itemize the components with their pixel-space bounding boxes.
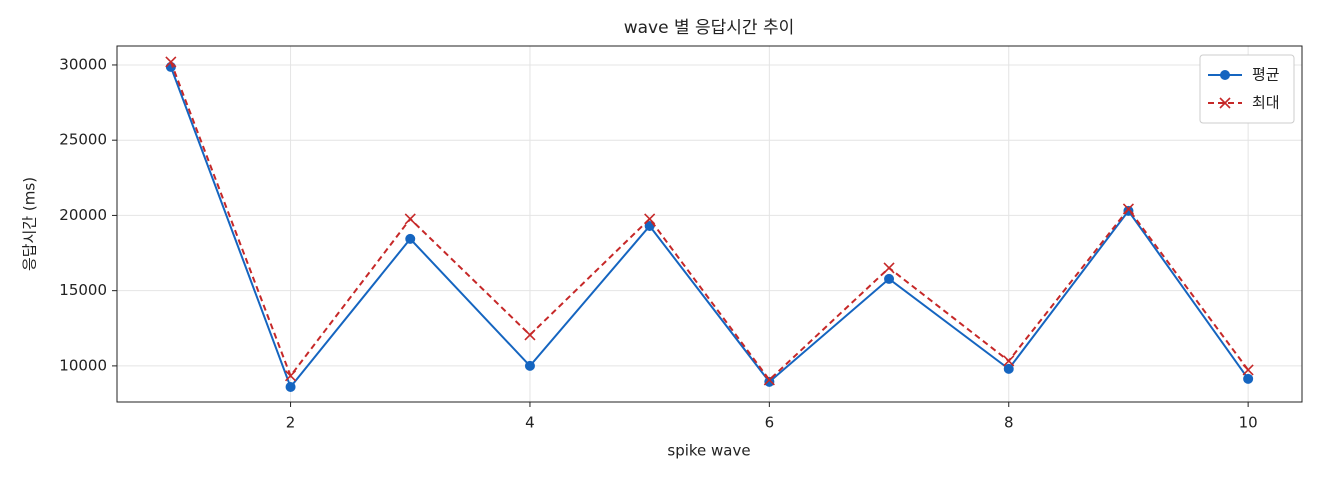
point-marker — [764, 376, 775, 387]
point-marker — [524, 329, 536, 341]
legend-label: 최대 — [1252, 94, 1280, 112]
x-tick-label: 2 — [286, 414, 296, 432]
point-marker — [763, 374, 775, 386]
marker-stroke — [883, 262, 895, 274]
point-marker — [1242, 364, 1254, 376]
point-marker — [404, 213, 416, 225]
point-marker — [165, 56, 177, 68]
point-marker — [524, 360, 535, 371]
point-marker — [1003, 355, 1015, 367]
point-marker — [884, 273, 895, 284]
marker-stroke — [763, 374, 775, 386]
legend-label: 평균 — [1252, 66, 1280, 84]
point-marker — [285, 381, 296, 392]
x-tick-label: 4 — [525, 414, 535, 432]
point-marker — [883, 262, 895, 274]
y-tick-label: 30000 — [59, 55, 107, 73]
chart-title: wave 별 응답시간 추이 — [624, 18, 795, 38]
y-tick-label: 10000 — [59, 356, 107, 374]
marker-stroke — [404, 213, 416, 225]
marker-stroke — [284, 370, 297, 382]
y-axis-label: 응답시간 (ms) — [21, 177, 39, 271]
x-axis-label: spike wave — [667, 442, 750, 460]
legend-marker — [1220, 70, 1230, 80]
x-tick-label: 8 — [1004, 414, 1014, 432]
point-marker — [1243, 373, 1254, 384]
point-marker — [644, 213, 656, 225]
point-marker — [1003, 363, 1014, 374]
x-tick-label: 10 — [1239, 414, 1258, 432]
legend-box — [1199, 54, 1295, 124]
y-tick-label: 25000 — [59, 131, 107, 149]
marker-stroke — [165, 56, 177, 68]
plot-frame — [116, 45, 1303, 403]
series-line — [169, 66, 1249, 389]
point-marker — [1122, 203, 1135, 215]
point-marker — [405, 233, 416, 244]
marker-stroke — [1122, 203, 1135, 215]
marker-stroke — [1003, 355, 1015, 367]
marker-stroke — [1242, 364, 1254, 376]
marker-stroke — [644, 213, 656, 225]
point-marker — [284, 370, 297, 382]
y-tick-label: 15000 — [59, 281, 107, 299]
marker-stroke — [524, 329, 536, 341]
series-line — [169, 61, 1249, 382]
y-tick-label: 20000 — [59, 206, 107, 224]
legend-marker — [1219, 97, 1231, 109]
x-tick-label: 6 — [765, 414, 775, 432]
